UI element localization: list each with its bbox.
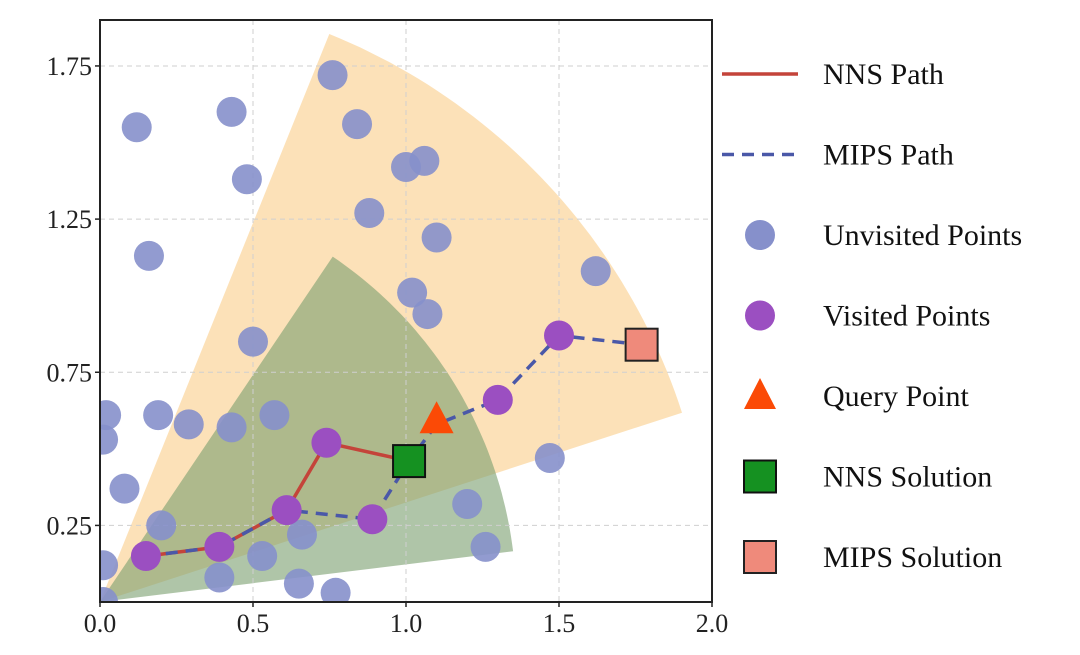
legend-label: NNS Path xyxy=(823,58,944,91)
unvisited-point xyxy=(100,400,122,431)
unvisited-point xyxy=(421,222,452,253)
x-tick-label: 0.0 xyxy=(84,609,117,638)
unvisited-point xyxy=(247,541,278,572)
x-tick-label: 1.0 xyxy=(390,609,423,638)
region-nns-cone xyxy=(100,256,514,602)
x-tick-label: 1.5 xyxy=(543,609,576,638)
axis-ticks: 0.0 0.5 1.0 1.5 2.0 0.25 0.75 1.25 1.75 xyxy=(47,52,729,638)
legend-mips-solution-icon xyxy=(743,540,777,574)
unvisited-point xyxy=(231,164,262,195)
visited-point xyxy=(130,541,161,572)
unvisited-point xyxy=(259,400,290,431)
unvisited-point xyxy=(397,277,428,308)
visited-point xyxy=(357,504,388,535)
unvisited-point xyxy=(452,488,483,519)
legend-label: Unvisited Points xyxy=(823,219,1022,252)
nns-solution-marker xyxy=(392,444,427,479)
unvisited-point xyxy=(580,256,611,287)
y-tick-label: 0.25 xyxy=(47,511,93,540)
legend-label: MIPS Solution xyxy=(823,541,1002,574)
y-tick-label: 0.75 xyxy=(47,358,93,387)
unvisited-point xyxy=(283,568,314,599)
unvisited-point xyxy=(342,109,373,140)
unvisited-point xyxy=(133,240,164,271)
grid xyxy=(100,20,712,602)
mips-solution-marker xyxy=(624,327,659,362)
points xyxy=(100,60,659,602)
unvisited-point xyxy=(100,550,119,581)
legend-label: NNS Solution xyxy=(823,461,992,494)
unvisited-point xyxy=(320,577,351,602)
unvisited-point xyxy=(216,96,247,127)
unvisited-point xyxy=(354,197,385,228)
unvisited-point xyxy=(146,510,177,541)
visited-point xyxy=(271,495,302,526)
unvisited-point xyxy=(100,424,119,455)
visited-point xyxy=(544,320,574,351)
unvisited-point xyxy=(100,587,119,602)
unvisited-point xyxy=(173,409,204,440)
legend-label: MIPS Path xyxy=(823,139,954,172)
unvisited-point xyxy=(286,519,317,550)
visited-point xyxy=(204,531,235,562)
unvisited-point xyxy=(109,473,140,504)
x-tick-label: 0.5 xyxy=(237,609,270,638)
y-tick-label: 1.25 xyxy=(47,205,93,234)
unvisited-point xyxy=(216,412,247,443)
unvisited-point xyxy=(534,443,565,474)
unvisited-point xyxy=(143,400,174,431)
unvisited-point xyxy=(121,112,152,143)
unvisited-point xyxy=(238,326,268,357)
legend: NNS Path MIPS Path Unvisited Points Visited… xyxy=(722,58,1022,574)
legend-unvisited-icon xyxy=(745,220,775,250)
legend-visited-icon xyxy=(745,300,775,331)
legend-label: Visited Points xyxy=(823,300,990,333)
unvisited-point xyxy=(470,531,501,562)
unvisited-point xyxy=(409,145,440,176)
x-tick-label: 2.0 xyxy=(696,609,729,638)
legend-query-icon xyxy=(744,378,776,409)
unvisited-point xyxy=(204,562,235,593)
visited-point xyxy=(311,427,342,458)
legend-nns-solution-icon xyxy=(743,459,777,494)
visited-point xyxy=(482,384,513,415)
query-point-marker xyxy=(419,401,454,434)
unvisited-point xyxy=(412,299,443,330)
y-tick-label: 1.75 xyxy=(47,52,93,81)
unvisited-point xyxy=(317,60,348,91)
legend-label: Query Point xyxy=(823,380,969,413)
